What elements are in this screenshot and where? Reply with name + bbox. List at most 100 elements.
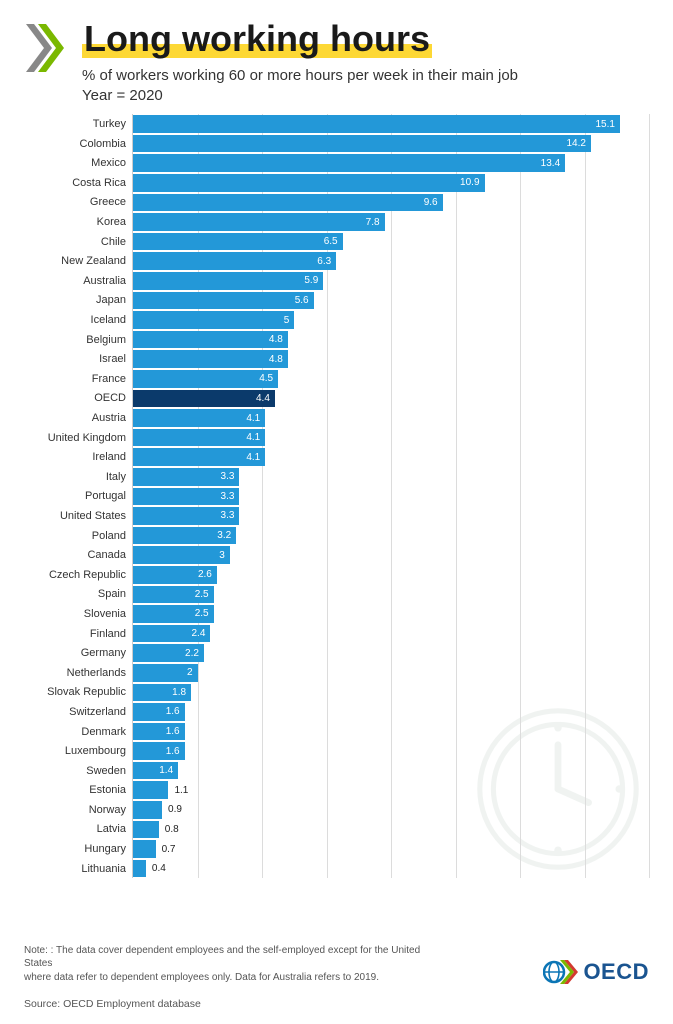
bar: 6.5 — [133, 233, 343, 251]
value-label: 1.1 — [174, 785, 188, 796]
bar: 5 — [133, 311, 294, 329]
bar-chart: TurkeyColombiaMexicoCosta RicaGreeceKore… — [24, 114, 649, 878]
footer: Note: : The data cover dependent employe… — [24, 944, 649, 1011]
bar: 2.6 — [133, 566, 217, 584]
bar-row: 1.8 — [133, 683, 649, 703]
bar-row: 5 — [133, 310, 649, 330]
bar: 4.8 — [133, 331, 288, 349]
bar-row: 10.9 — [133, 173, 649, 193]
bar — [133, 860, 146, 878]
bar-row: 0.8 — [133, 820, 649, 840]
bar: 2.5 — [133, 586, 214, 604]
category-label: Estonia — [24, 780, 132, 800]
category-label: Poland — [24, 526, 132, 546]
category-label: Sweden — [24, 761, 132, 781]
bar-row: 3 — [133, 545, 649, 565]
note-line: where data refer to dependent employees … — [24, 972, 379, 983]
bar-row: 0.7 — [133, 839, 649, 859]
bar-row: 9.6 — [133, 193, 649, 213]
category-label: Portugal — [24, 487, 132, 507]
bar-row: 1.6 — [133, 741, 649, 761]
bar: 10.9 — [133, 174, 485, 192]
bar-row: 1.6 — [133, 722, 649, 742]
value-label: 0.4 — [152, 863, 166, 874]
category-label: Slovenia — [24, 604, 132, 624]
bar-row: 3.3 — [133, 487, 649, 507]
header: Long working hours % of workers working … — [24, 20, 649, 104]
bar — [133, 801, 162, 819]
bar-row: 14.2 — [133, 134, 649, 154]
value-label: 1.6 — [166, 706, 180, 717]
bar: 15.1 — [133, 115, 620, 133]
bar: 3.3 — [133, 488, 239, 506]
bar-row: 7.8 — [133, 212, 649, 232]
bar — [133, 840, 156, 858]
value-label: 5.9 — [304, 275, 318, 286]
category-label: New Zealand — [24, 251, 132, 271]
category-label: Costa Rica — [24, 173, 132, 193]
bar: 1.8 — [133, 684, 191, 702]
bar: 3 — [133, 546, 230, 564]
category-label: Hungary — [24, 839, 132, 859]
year-label: Year = 2020 — [82, 87, 649, 104]
bar: 4.1 — [133, 409, 265, 427]
bar-row: 3.2 — [133, 526, 649, 546]
bar: 1.4 — [133, 762, 178, 780]
bar-row: 4.8 — [133, 330, 649, 350]
category-label: Spain — [24, 585, 132, 605]
bar-row: 0.4 — [133, 859, 649, 879]
value-label: 2.5 — [195, 608, 209, 619]
bar: 3.3 — [133, 468, 239, 486]
bar-row: 1.4 — [133, 761, 649, 781]
category-label: Slovak Republic — [24, 683, 132, 703]
category-label: Italy — [24, 467, 132, 487]
category-label: United States — [24, 506, 132, 526]
bar-row: 4.4 — [133, 389, 649, 409]
value-label: 4.4 — [256, 393, 270, 404]
bar: 2.5 — [133, 605, 214, 623]
bar-row: 2.5 — [133, 585, 649, 605]
bar: 2 — [133, 664, 198, 682]
bar: 3.3 — [133, 507, 239, 525]
value-label: 3.3 — [221, 471, 235, 482]
category-label: Korea — [24, 212, 132, 232]
oecd-logo: OECD — [543, 956, 649, 988]
value-label: 2.6 — [198, 569, 212, 580]
category-label: Finland — [24, 624, 132, 644]
bar-row: 4.5 — [133, 369, 649, 389]
value-label: 9.6 — [424, 197, 438, 208]
oecd-globe-icon — [543, 956, 579, 988]
value-label: 15.1 — [596, 119, 615, 130]
bar-row: 0.9 — [133, 800, 649, 820]
category-label: Netherlands — [24, 663, 132, 683]
bar — [133, 781, 168, 799]
value-label: 1.6 — [166, 726, 180, 737]
category-label: France — [24, 369, 132, 389]
value-label: 4.1 — [246, 432, 260, 443]
oecd-chevron-icon — [24, 22, 68, 74]
bar: 5.6 — [133, 292, 314, 310]
bar-row: 4.8 — [133, 349, 649, 369]
category-label: Greece — [24, 193, 132, 213]
bar-row: 5.6 — [133, 291, 649, 311]
value-label: 3.2 — [217, 530, 231, 541]
bar: 14.2 — [133, 135, 591, 153]
category-label: Mexico — [24, 153, 132, 173]
category-label: Japan — [24, 291, 132, 311]
bar: 2.4 — [133, 625, 210, 643]
bar: 4.4 — [133, 390, 275, 408]
value-label: 4.1 — [246, 452, 260, 463]
bar-row: 15.1 — [133, 114, 649, 134]
bar: 3.2 — [133, 527, 236, 545]
bar-row: 4.1 — [133, 408, 649, 428]
bar-row: 2.4 — [133, 624, 649, 644]
category-label: Austria — [24, 408, 132, 428]
oecd-brand-text: OECD — [583, 959, 649, 985]
category-label: Czech Republic — [24, 565, 132, 585]
gridline — [649, 114, 650, 878]
source-text: Source: OECD Employment database — [24, 998, 649, 1010]
value-label: 6.3 — [317, 256, 331, 267]
category-label: Norway — [24, 800, 132, 820]
value-label: 4.8 — [269, 354, 283, 365]
note-line: Note: : The data cover dependent employe… — [24, 945, 420, 970]
